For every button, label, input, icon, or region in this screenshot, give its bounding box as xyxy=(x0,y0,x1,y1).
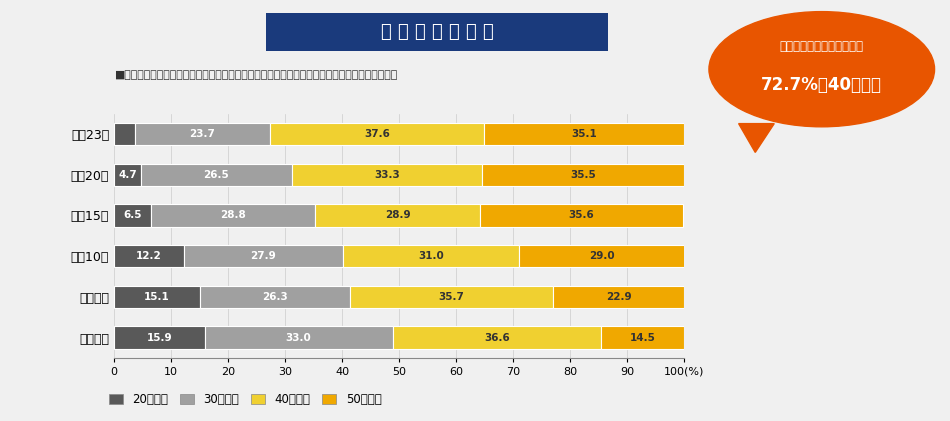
Text: 33.3: 33.3 xyxy=(374,170,400,180)
Bar xyxy=(601,326,684,349)
Text: 23.7: 23.7 xyxy=(189,129,215,139)
Bar xyxy=(200,285,350,308)
Polygon shape xyxy=(739,124,774,152)
Text: 29.0: 29.0 xyxy=(589,251,615,261)
Text: 36.6: 36.6 xyxy=(484,333,510,343)
Bar xyxy=(480,204,683,226)
Text: 35.5: 35.5 xyxy=(570,170,596,180)
Text: 大型トラックドライバーの: 大型トラックドライバーの xyxy=(780,40,864,53)
Text: 28.8: 28.8 xyxy=(220,210,246,221)
Text: 22.9: 22.9 xyxy=(606,292,632,302)
Ellipse shape xyxy=(709,12,935,127)
Legend: 20歳以上, 30歳以上, 40歳以上, 50歳以上: 20歳以上, 30歳以上, 40歳以上, 50歳以上 xyxy=(108,393,382,406)
Bar xyxy=(520,245,685,267)
Bar xyxy=(270,123,484,145)
Text: 37.6: 37.6 xyxy=(364,129,390,139)
Text: 15.9: 15.9 xyxy=(146,333,172,343)
Text: 15.1: 15.1 xyxy=(144,292,170,302)
Bar xyxy=(135,123,270,145)
Text: 12.2: 12.2 xyxy=(136,251,162,261)
Bar xyxy=(292,163,482,186)
Text: 33.0: 33.0 xyxy=(286,333,312,343)
Bar xyxy=(315,204,480,226)
Text: 26.5: 26.5 xyxy=(203,170,229,180)
Bar xyxy=(343,245,520,267)
Bar xyxy=(183,245,343,267)
Bar xyxy=(114,326,204,349)
Bar xyxy=(554,285,684,308)
Bar xyxy=(114,163,141,186)
Bar xyxy=(114,204,151,226)
Text: 6.5: 6.5 xyxy=(124,210,142,221)
Bar xyxy=(484,123,684,145)
Bar xyxy=(392,326,601,349)
Bar xyxy=(114,123,135,145)
Bar xyxy=(141,163,292,186)
Text: ■トラックドライバーの年齢構成比の推移（出典：公益社団法人全日本トラック協会作成資料）: ■トラックドライバーの年齢構成比の推移（出典：公益社団法人全日本トラック協会作成… xyxy=(114,70,397,80)
Text: 31.0: 31.0 xyxy=(418,251,444,261)
Text: 27.9: 27.9 xyxy=(250,251,276,261)
Text: 72.7%が40歳以上: 72.7%が40歳以上 xyxy=(761,76,883,94)
Bar xyxy=(114,285,200,308)
Bar xyxy=(151,204,315,226)
Text: 28.9: 28.9 xyxy=(385,210,410,221)
Text: 35.1: 35.1 xyxy=(571,129,597,139)
Text: 26.3: 26.3 xyxy=(262,292,288,302)
Bar xyxy=(482,163,684,186)
Bar xyxy=(350,285,554,308)
Text: 14.5: 14.5 xyxy=(630,333,655,343)
Bar xyxy=(114,245,183,267)
Text: 人 員 不 足 の 要 因: 人 員 不 足 の 要 因 xyxy=(381,23,493,40)
Text: 35.7: 35.7 xyxy=(439,292,465,302)
Text: 35.6: 35.6 xyxy=(568,210,595,221)
Bar xyxy=(204,326,392,349)
Text: 4.7: 4.7 xyxy=(118,170,137,180)
